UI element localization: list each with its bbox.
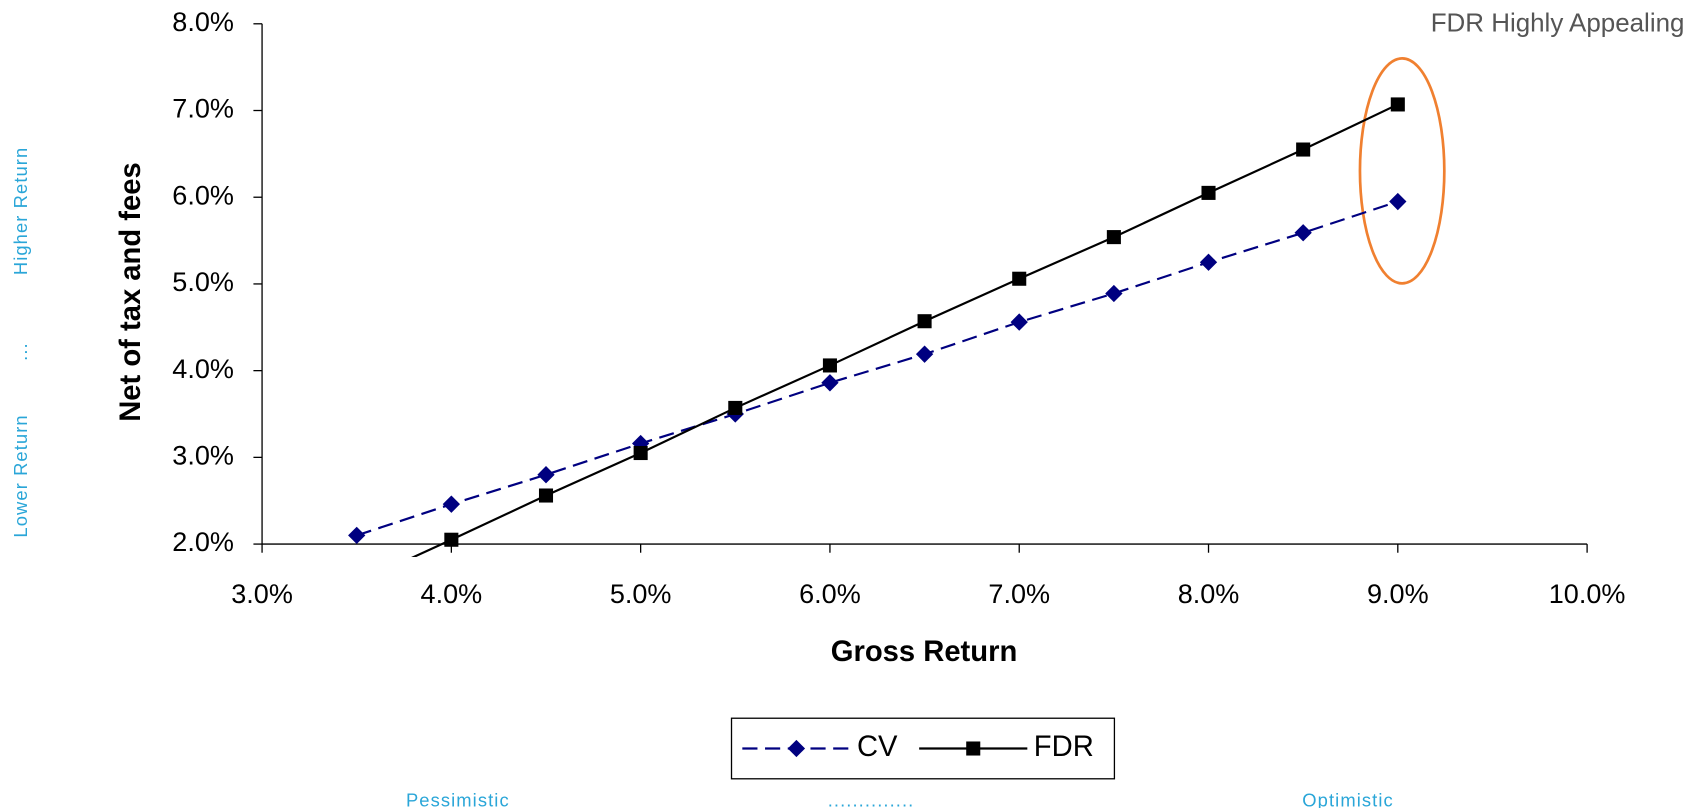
x-tick-label: 3.0% (231, 579, 293, 609)
y-tick-label: 6.0% (172, 180, 234, 210)
point (1201, 185, 1216, 200)
point (1294, 224, 1312, 242)
x-tick-label: 10.0% (1549, 579, 1626, 609)
y-axis-title: Net of tax and fees (115, 162, 147, 422)
point (348, 526, 366, 545)
x-tick-label: 5.0% (610, 579, 672, 609)
point (1199, 253, 1218, 271)
y-tick-label: 7.0% (172, 94, 234, 124)
x-axis-title: Gross Return (831, 636, 1018, 668)
point (915, 345, 934, 363)
x-tick-label: 8.0% (1178, 579, 1240, 609)
plot-area (356, 103, 1399, 558)
point (537, 466, 555, 484)
point (1010, 313, 1028, 331)
x-side-label: .............. (828, 789, 915, 808)
point (444, 532, 459, 547)
legend-label: CV (857, 731, 898, 763)
point (633, 445, 648, 461)
y-side-label: ... (10, 342, 31, 361)
y-tick-label: 3.0% (172, 441, 234, 471)
y-side-label: Higher Return (10, 147, 31, 275)
point (728, 400, 743, 415)
point (1012, 271, 1027, 286)
point (821, 374, 839, 392)
point (917, 314, 932, 329)
point (822, 358, 837, 373)
point (442, 495, 461, 513)
y-tick-label: 5.0% (172, 267, 234, 297)
x-tick-label: 4.0% (421, 579, 483, 609)
highlight-ellipse (1358, 57, 1446, 285)
y-tick-label: 8.0% (172, 7, 234, 37)
point (1296, 142, 1311, 157)
x-side-label: Optimistic (1302, 789, 1393, 808)
x-tick-label: 9.0% (1367, 579, 1429, 609)
point (1106, 230, 1121, 245)
annotation: FDR Highly Appealing (1431, 10, 1685, 38)
x-tick-label: 6.0% (799, 579, 861, 609)
point (1390, 97, 1405, 112)
point (1105, 284, 1123, 303)
series-line (356, 200, 1399, 537)
legend-label: FDR (1034, 731, 1094, 763)
x-side-label: Pessimistic (406, 789, 510, 808)
legend-marker (787, 739, 806, 758)
point (1389, 192, 1407, 211)
legend-marker (966, 741, 981, 756)
point (538, 488, 554, 503)
y-side-label: Lower Return (10, 414, 31, 537)
x-tick-label: 7.0% (988, 579, 1050, 609)
y-tick-label: 2.0% (172, 527, 234, 557)
series-line (410, 103, 1399, 558)
y-tick-label: 4.0% (172, 354, 234, 384)
